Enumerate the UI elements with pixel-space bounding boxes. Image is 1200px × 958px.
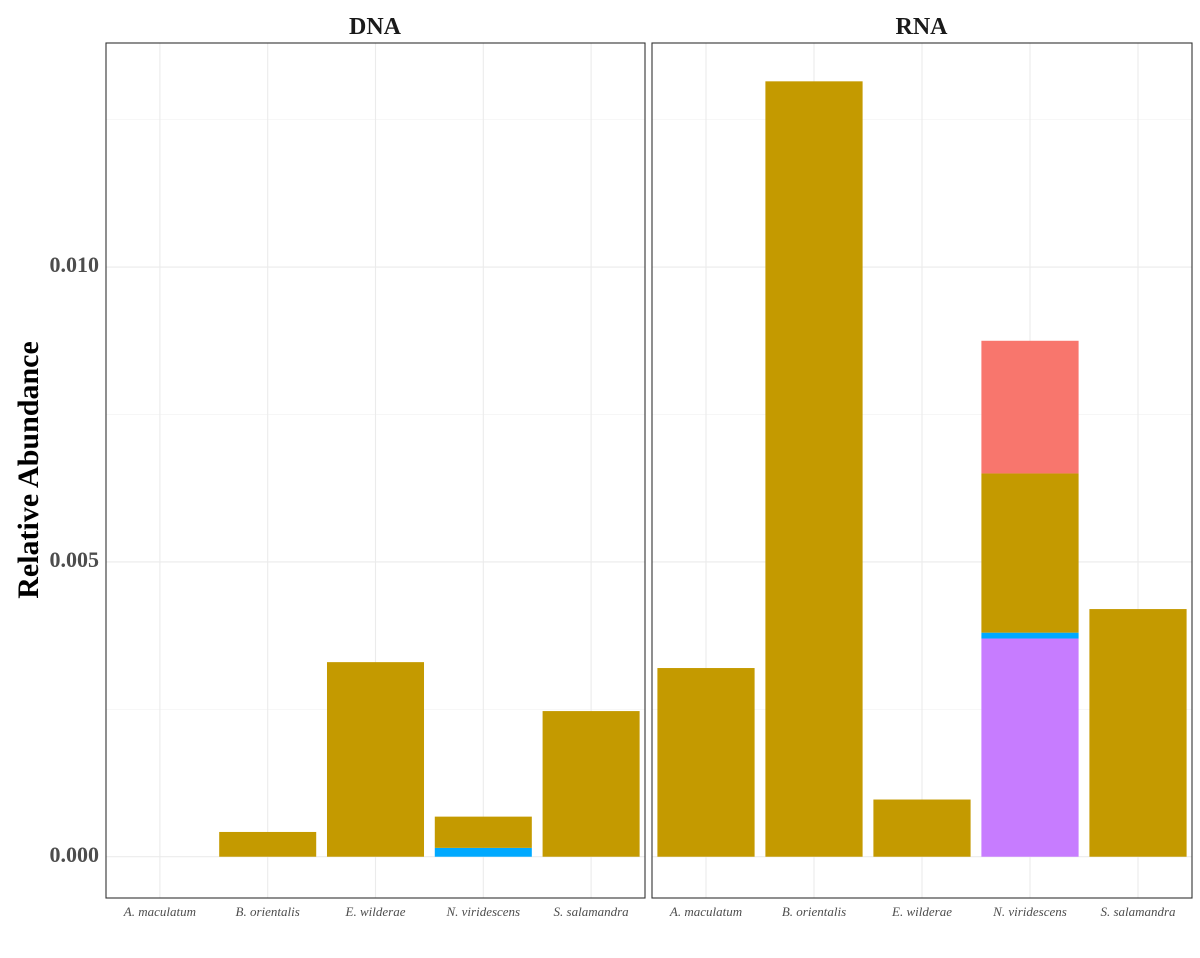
panel-border (105, 42, 646, 899)
x-tick-label: S. salamandra (554, 904, 630, 919)
bar-dna-e-wilderae (326, 662, 425, 857)
bar-rna-s-salamandra (1089, 609, 1187, 857)
x-axis-ticks: A. maculatum B. orientalis E. wilderae N. v… (123, 904, 629, 919)
x-tick-label: N. viridescens (992, 904, 1067, 919)
x-tick-label: E. wilderae (891, 904, 952, 919)
x-tick-label: N. viridescens (445, 904, 520, 919)
y-axis-ticks: 0.000 0.005 0.010 (50, 252, 100, 867)
x-axis-ticks: A. maculatum B. orientalis E. wilderae N. v… (669, 904, 1176, 919)
bar-dna-n-viridescens (434, 816, 532, 848)
bar-rna-a-maculatum (657, 668, 755, 857)
x-tick-label: B. orientalis (782, 904, 846, 919)
bar-dna-s-salamandra (542, 711, 640, 857)
y-tick-label: 0.000 (50, 842, 100, 867)
y-tick-label: 0.005 (50, 547, 100, 572)
bar-dna-b-orientalis (219, 831, 317, 857)
x-tick-label: A. maculatum (669, 904, 742, 919)
x-tick-label: E. wilderae (345, 904, 406, 919)
y-tick-label: 0.010 (50, 252, 100, 277)
panel-border (651, 42, 1193, 899)
bar-rna-n-viridescens (981, 638, 1079, 857)
panel-rna: A. maculatum B. orientalis E. wilderae N. v… (651, 14, 1193, 919)
x-tick-label: B. orientalis (236, 904, 300, 919)
bar-dna-n-viridescens (434, 847, 532, 857)
bars (219, 662, 640, 857)
x-tick-label: S. salamandra (1100, 904, 1176, 919)
panel-dna: A. maculatum B. orientalis E. wilderae N. v… (105, 14, 646, 919)
bar-rna-n-viridescens (981, 473, 1079, 633)
y-axis-label: Relative Abundance (12, 341, 45, 599)
panel-title-rna: RNA (896, 14, 949, 40)
x-tick-label: A. maculatum (123, 904, 196, 919)
bar-rna-e-wilderae (873, 799, 971, 857)
bar-rna-n-viridescens (981, 340, 1079, 474)
bars (657, 81, 1187, 857)
bar-rna-b-orientalis (765, 81, 863, 857)
bar-rna-n-viridescens (981, 632, 1079, 639)
panel-title-dna: DNA (349, 14, 402, 40)
